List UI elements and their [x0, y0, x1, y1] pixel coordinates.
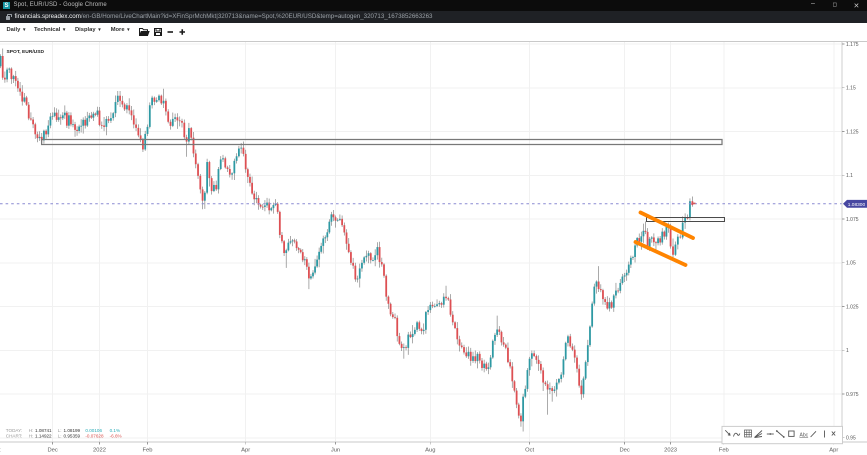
svg-text:1.08300: 1.08300 — [848, 202, 866, 208]
svg-text:Jun: Jun — [331, 447, 340, 453]
svg-text:-0.07628: -0.07628 — [85, 433, 104, 438]
svg-text:L:: L: — [58, 433, 62, 438]
svg-text:Feb: Feb — [719, 447, 729, 453]
svg-text:1.175: 1.175 — [846, 42, 859, 48]
svg-text:0.95359: 0.95359 — [64, 433, 81, 438]
svg-text:Dec: Dec — [619, 447, 629, 453]
svg-text:1.1: 1.1 — [846, 173, 853, 179]
svg-text:1.075: 1.075 — [846, 217, 859, 223]
svg-text:1.025: 1.025 — [846, 304, 859, 310]
svg-text:Apr: Apr — [829, 447, 838, 453]
svg-text:1.14922: 1.14922 — [35, 433, 52, 438]
svg-text:1.15: 1.15 — [846, 86, 856, 92]
svg-text:Feb: Feb — [143, 447, 153, 453]
svg-text:0.00106: 0.00106 — [85, 428, 102, 433]
svg-text:1.05: 1.05 — [846, 261, 856, 267]
svg-text:Abc: Abc — [800, 433, 809, 439]
svg-text:CHART:: CHART: — [6, 433, 23, 438]
svg-text:Oct: Oct — [525, 447, 534, 453]
svg-text:1.08199: 1.08199 — [64, 428, 81, 433]
svg-text:1.125: 1.125 — [846, 129, 859, 135]
svg-text:0.1%: 0.1% — [110, 428, 120, 433]
svg-text:-6.6%: -6.6% — [110, 433, 122, 438]
svg-text:1.08741: 1.08741 — [35, 428, 52, 433]
svg-text:L:: L: — [58, 428, 62, 433]
svg-text:H:: H: — [29, 433, 34, 438]
svg-text:SPOT, EUR/USD: SPOT, EUR/USD — [7, 49, 45, 55]
svg-text:Dec: Dec — [47, 447, 57, 453]
svg-text:1: 1 — [846, 348, 849, 354]
svg-text:Apr: Apr — [241, 447, 250, 453]
svg-text:2023: 2023 — [664, 447, 677, 453]
svg-text:0.95: 0.95 — [846, 436, 856, 442]
svg-text:0.975: 0.975 — [846, 392, 859, 398]
svg-text:Aug: Aug — [425, 447, 435, 453]
svg-text:Oct: Oct — [0, 447, 1, 453]
svg-text:H:: H: — [29, 428, 34, 433]
svg-text:TODAY:: TODAY: — [6, 428, 22, 433]
svg-text:2022: 2022 — [93, 447, 106, 453]
